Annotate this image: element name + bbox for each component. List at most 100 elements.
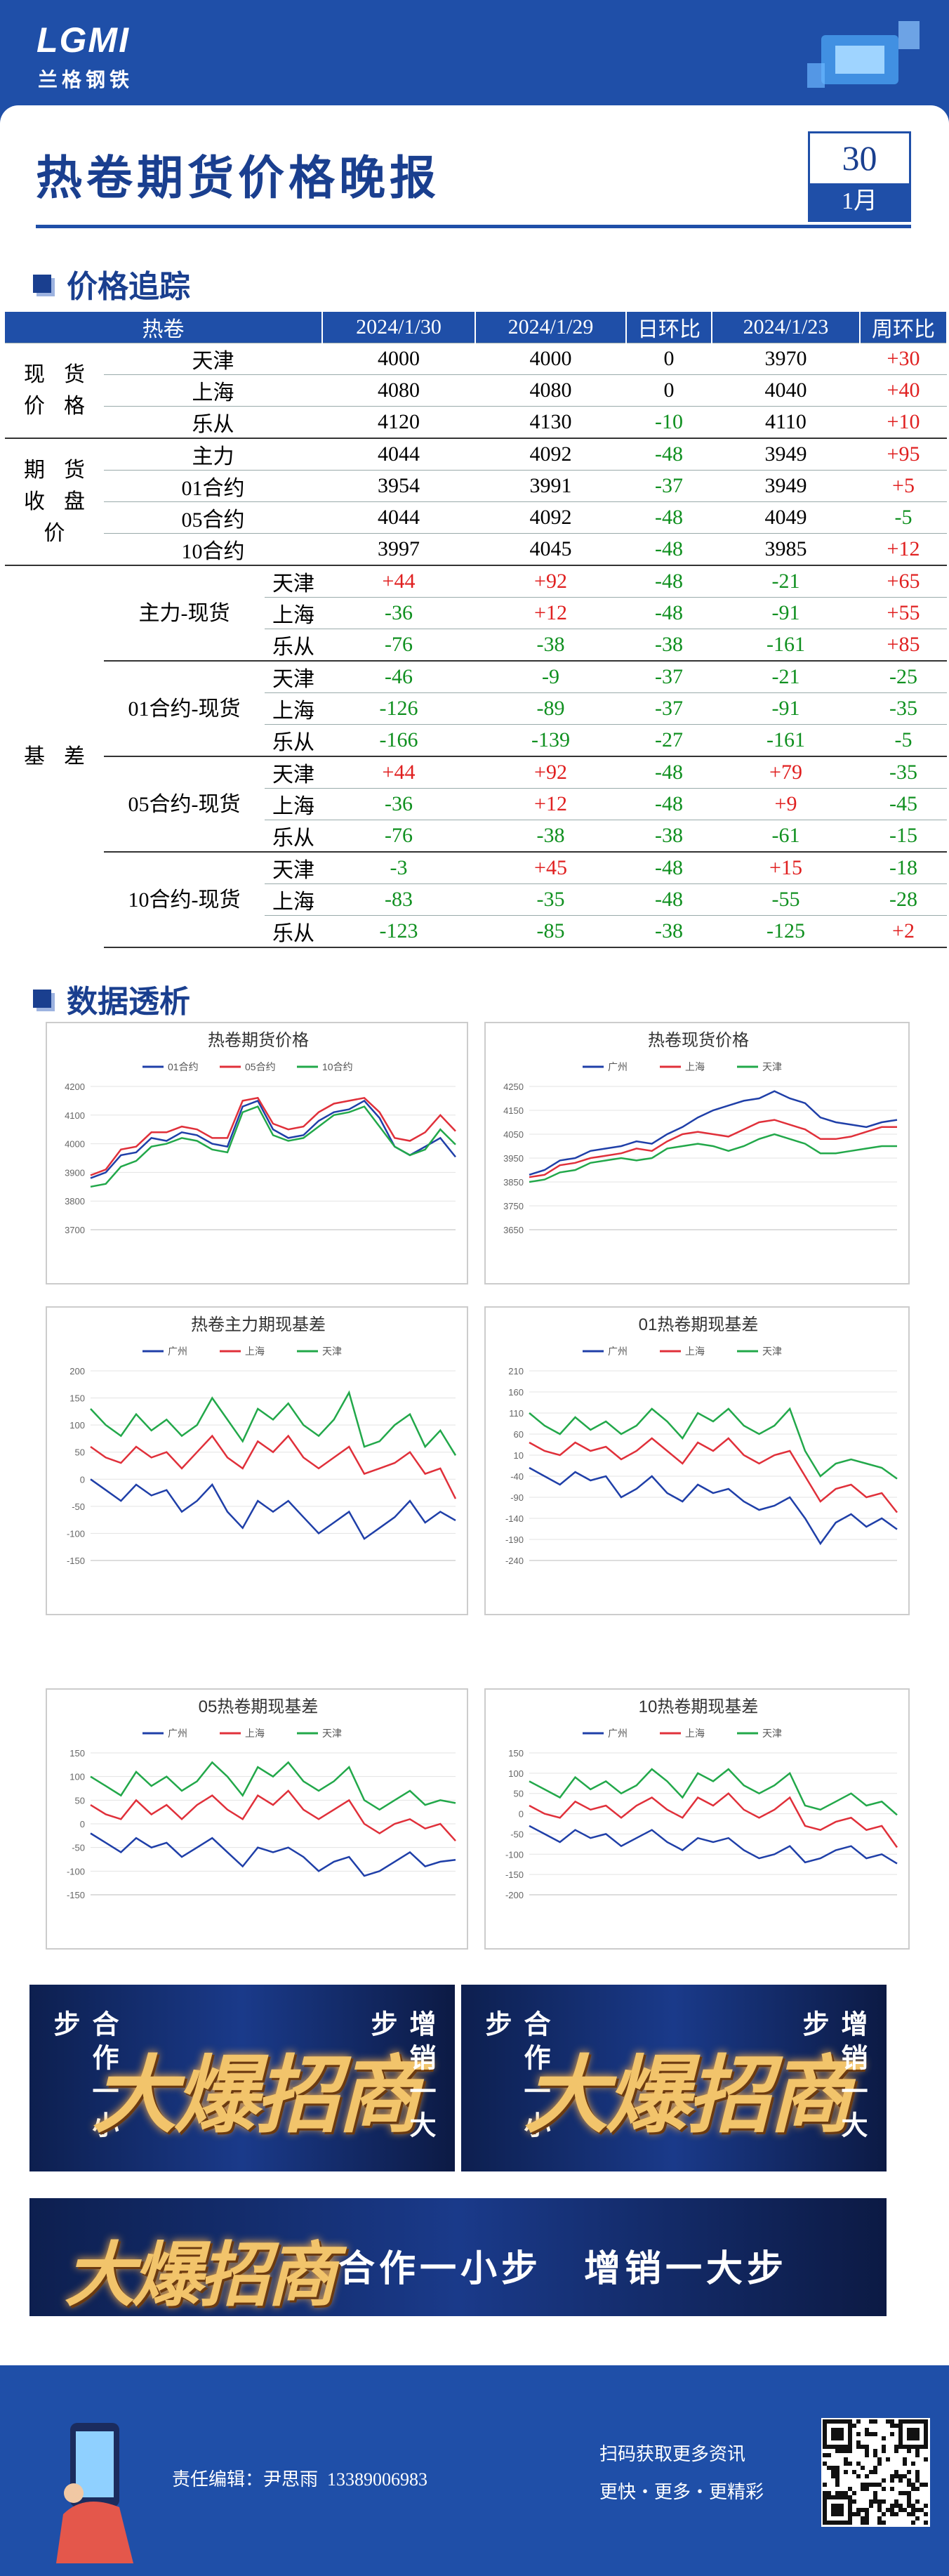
value-cell: 3970 bbox=[712, 343, 860, 375]
qr-module bbox=[848, 2428, 852, 2432]
y-tick-label: 100 bbox=[69, 1772, 85, 1782]
value-cell: -5 bbox=[860, 724, 947, 757]
qr-module bbox=[839, 2508, 844, 2512]
qr-module bbox=[844, 2470, 848, 2474]
qr-module bbox=[890, 2478, 894, 2483]
qr-module bbox=[911, 2462, 915, 2466]
value-cell: -3 bbox=[322, 852, 475, 884]
qr-module bbox=[848, 2499, 852, 2504]
value-cell: 3991 bbox=[475, 470, 626, 502]
value-cell: +30 bbox=[860, 343, 947, 375]
value-cell: -38 bbox=[475, 820, 626, 853]
qr-module bbox=[915, 2445, 920, 2449]
qr-module bbox=[839, 2432, 844, 2436]
value-cell: +2 bbox=[860, 915, 947, 948]
value-cell: 4130 bbox=[475, 406, 626, 439]
legend-label: 天津 bbox=[762, 1061, 782, 1072]
qr-module bbox=[852, 2491, 856, 2495]
qr-module bbox=[823, 2453, 827, 2457]
subgroup-label: 01合约-现货 bbox=[104, 661, 265, 757]
value-cell: -21 bbox=[712, 661, 860, 693]
qr-module bbox=[877, 2483, 882, 2487]
y-tick-label: 50 bbox=[514, 1789, 524, 1799]
qr-module bbox=[924, 2424, 928, 2428]
qr-module bbox=[861, 2487, 865, 2491]
qr-module bbox=[831, 2436, 835, 2440]
qr-module bbox=[877, 2521, 882, 2525]
legend-label: 天津 bbox=[322, 1346, 342, 1357]
qr-module bbox=[848, 2504, 852, 2508]
phone-illustration bbox=[56, 2423, 133, 2563]
qr-module bbox=[890, 2424, 894, 2428]
series-line bbox=[90, 1478, 456, 1540]
data-row: 基差 主力-现货 天津 +44 +92 -48 -21 +65 bbox=[5, 565, 947, 768]
y-tick-label: 3750 bbox=[503, 1201, 524, 1211]
qr-module bbox=[839, 2428, 844, 2432]
value-cell: 4000 bbox=[475, 343, 626, 375]
qr-module bbox=[823, 2508, 827, 2512]
qr-module bbox=[827, 2491, 831, 2495]
qr-module bbox=[873, 2470, 877, 2474]
value-cell: -35 bbox=[860, 692, 947, 725]
qr-module bbox=[844, 2445, 848, 2449]
qr-module bbox=[877, 2499, 882, 2504]
value-cell: -48 bbox=[626, 756, 712, 789]
qr-module bbox=[911, 2521, 915, 2525]
series-line bbox=[529, 1825, 898, 1865]
footer-editor: 责任编辑：尹思雨 13389006983 bbox=[172, 2465, 427, 2491]
y-tick-label: 110 bbox=[509, 1408, 524, 1419]
y-tick-label: 4050 bbox=[503, 1129, 524, 1140]
qr-module bbox=[865, 2453, 869, 2457]
qr-module bbox=[882, 2499, 886, 2504]
value-cell: 4044 bbox=[322, 438, 475, 471]
qr-module bbox=[907, 2512, 911, 2516]
value-cell: -48 bbox=[626, 597, 712, 629]
value-cell: +40 bbox=[860, 374, 947, 407]
qr-module bbox=[852, 2512, 856, 2516]
y-tick-label: 4150 bbox=[503, 1105, 524, 1116]
qr-module bbox=[839, 2512, 844, 2516]
y-tick-label: -50 bbox=[510, 1829, 524, 1839]
y-tick-label: -50 bbox=[72, 1843, 85, 1853]
qr-module bbox=[873, 2432, 877, 2436]
qr-module bbox=[873, 2495, 877, 2499]
qr-module bbox=[831, 2432, 835, 2436]
data-row: 上海 -36 +12 -48 +9 -45 bbox=[5, 788, 947, 820]
qr-module bbox=[915, 2478, 920, 2483]
qr-module bbox=[898, 2424, 903, 2428]
qr-module bbox=[924, 2483, 928, 2487]
qr-module bbox=[861, 2508, 865, 2512]
value-cell: -37 bbox=[626, 470, 712, 502]
row-label: 天津 bbox=[104, 343, 322, 375]
qr-module bbox=[869, 2432, 873, 2436]
qr-module bbox=[823, 2504, 827, 2508]
row-label: 天津 bbox=[265, 565, 322, 598]
qr-module bbox=[890, 2508, 894, 2512]
qr-module bbox=[848, 2424, 852, 2428]
qr-module bbox=[907, 2419, 911, 2424]
qr-module bbox=[865, 2521, 869, 2525]
value-cell: -76 bbox=[322, 820, 475, 853]
group-label: 期货 收盘价 bbox=[5, 438, 104, 566]
value-cell: +95 bbox=[860, 438, 947, 471]
value-cell: -5 bbox=[860, 501, 947, 534]
value-cell: 3949 bbox=[712, 470, 860, 502]
qr-module bbox=[903, 2462, 907, 2466]
y-tick-label: -100 bbox=[67, 1866, 85, 1877]
footer-slogan: 更快・更多・更精彩 bbox=[599, 2482, 764, 2502]
banner-text: 增销一大步 bbox=[798, 2010, 866, 2145]
qr-module bbox=[852, 2470, 856, 2474]
qr-module bbox=[869, 2504, 873, 2508]
value-cell: 3985 bbox=[712, 533, 860, 566]
row-label: 天津 bbox=[265, 756, 322, 789]
banner: 合作一小步 大爆招商 增销一大步 bbox=[29, 1985, 455, 2171]
qr-module bbox=[827, 2521, 831, 2525]
banner-headline: 大爆招商 bbox=[65, 2237, 337, 2315]
qr-module bbox=[890, 2487, 894, 2491]
qr-module bbox=[911, 2483, 915, 2487]
qr-module bbox=[823, 2491, 827, 2495]
qr-module bbox=[903, 2508, 907, 2512]
group-label: 基差 bbox=[24, 745, 104, 768]
qr-module bbox=[877, 2462, 882, 2466]
series-line bbox=[90, 1832, 456, 1877]
